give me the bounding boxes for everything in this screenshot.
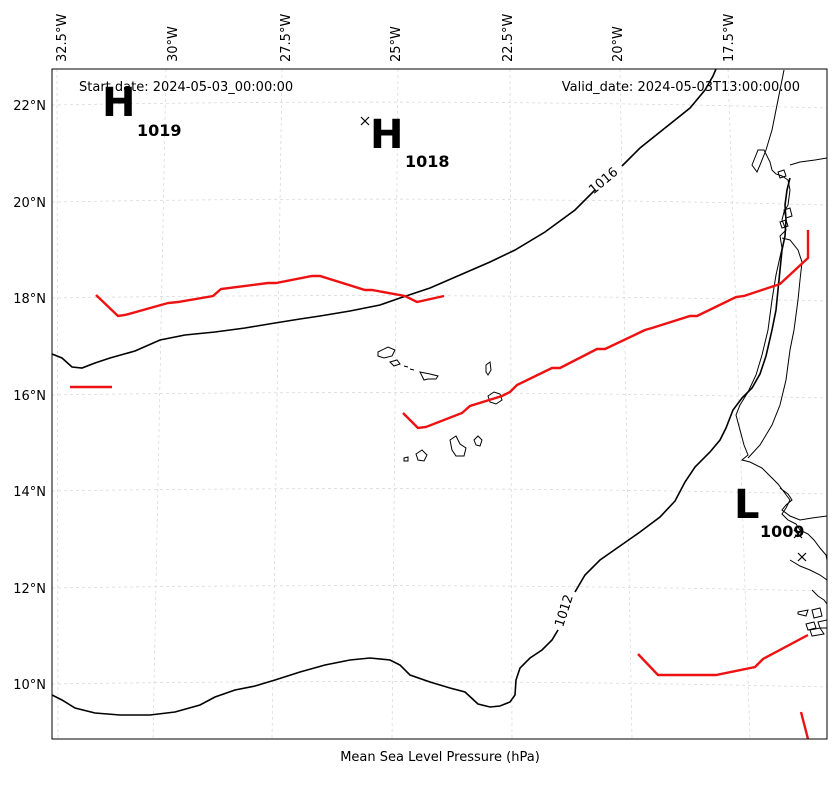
island-fogo (415, 449, 428, 462)
lon-tick-label: 32.5°W (55, 14, 70, 62)
date-labels: Start date: 2024-05-03_00:00:00 Valid_da… (79, 80, 800, 95)
coast-senegal (779, 487, 827, 521)
lat-tick-label: 22°N (13, 99, 46, 114)
center-markers (360, 116, 807, 562)
parallel-18 (52, 295, 827, 302)
high-center-value: 1018 (405, 152, 450, 171)
high-center-cross (360, 116, 370, 126)
latitude-tick-labels: 22°N 20°N 18°N 16°N 14°N 12°N 10°N (13, 99, 46, 693)
coast-morocco-inner (747, 237, 803, 459)
parallel-22 (52, 101, 827, 109)
start-date-label: Start date: 2024-05-03_00:00:00 (79, 80, 293, 95)
parallel-20 (52, 198, 827, 206)
meridian-30 (152, 69, 167, 739)
parallel-10 (52, 681, 827, 688)
front-segment-central (402, 230, 810, 430)
x-axis-label: Mean Sea Level Pressure (hPa) (340, 750, 540, 765)
lon-tick-label: 17.5°W (722, 14, 737, 62)
map-frame (51, 68, 828, 740)
island-sal (485, 361, 492, 376)
coast-guinea (789, 559, 827, 581)
coast-bissagos-5 (817, 619, 827, 629)
meridian-32-5 (56, 69, 59, 739)
coast-bissagos-1 (797, 609, 809, 617)
front-segment-south (637, 633, 809, 677)
coast-africa-outline (735, 69, 827, 561)
lat-tick-label: 10°N (13, 678, 46, 693)
coast-canary-area (789, 157, 827, 166)
low-center-cross-2 (797, 552, 807, 562)
graticule (52, 69, 827, 739)
isobar-1016-line-b (621, 69, 717, 167)
lat-tick-label: 12°N (13, 582, 46, 597)
low-center-cross (793, 529, 803, 539)
valid-date-label: Valid_date: 2024-05-03T13:00:00.00 (562, 80, 800, 95)
front-segment-north (95, 274, 445, 318)
meridian-22-5 (509, 69, 513, 739)
high-center-partial-value: 1019 (137, 121, 182, 140)
lat-tick-label: 16°N (13, 389, 46, 404)
island-santo-antao (377, 346, 396, 359)
isobars (52, 69, 791, 716)
fronts (70, 230, 810, 739)
coast-bissagos-4 (809, 627, 825, 637)
island-sao-nicolau-main (419, 371, 439, 381)
map-area (52, 69, 827, 739)
island-santa-luzia (403, 365, 409, 368)
isobar-1012-line (52, 629, 559, 716)
longitude-tick-labels: 32.5°W 30°W 27.5°W 25°W 22.5°W 20°W 17.5… (55, 14, 737, 62)
coast-sierra (811, 589, 827, 605)
isobar-1016-line (52, 189, 596, 369)
island-brava (403, 456, 409, 462)
island-sao-nicolau (409, 368, 415, 371)
coastline (735, 69, 827, 637)
low-center-value: 1009 (760, 522, 805, 541)
lat-tick-label: 18°N (13, 292, 46, 307)
low-center-symbol: L (734, 482, 760, 528)
front-segment-south-tip (799, 711, 810, 739)
meridian-17-5 (727, 69, 751, 739)
island-maio (473, 435, 483, 447)
parallel-12 (52, 585, 827, 592)
island-boa-vista (487, 391, 503, 405)
meridian-25 (391, 69, 399, 739)
cape-verde-islands (377, 346, 503, 462)
isobar-1012-line-b (574, 177, 791, 593)
coast-bissagos-3 (805, 621, 817, 631)
lon-tick-label: 22.5°W (501, 14, 516, 62)
coast-canary-3 (779, 219, 789, 229)
parallel-14 (52, 488, 827, 495)
meridian-20 (619, 69, 633, 739)
high-center-partial-symbol: H (102, 80, 135, 126)
lon-tick-label: 27.5°W (279, 14, 294, 62)
island-santiago (449, 435, 467, 457)
lon-tick-label: 30°W (166, 26, 181, 62)
pressure-centers: H 1019 H 1018 L 1009 (102, 80, 805, 541)
coast-canary-1 (777, 169, 787, 179)
high-center-symbol: H (370, 112, 403, 158)
coast-bissagos-2 (811, 607, 823, 619)
meridian-27-5 (271, 69, 283, 739)
lat-tick-label: 14°N (13, 485, 46, 500)
parallel-16 (52, 392, 827, 399)
lon-tick-label: 20°W (611, 26, 626, 62)
lon-tick-label: 25°W (389, 26, 404, 62)
island-sao-vicente (389, 359, 401, 367)
lat-tick-label: 20°N (13, 196, 46, 211)
